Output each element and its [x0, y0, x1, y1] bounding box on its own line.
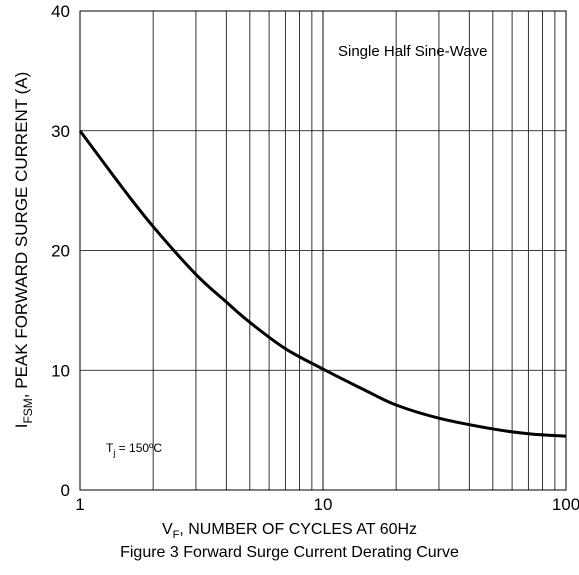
tj-sub: j: [112, 448, 115, 458]
y-tick-label: 40: [51, 2, 70, 21]
derating-curve: [78, 129, 567, 438]
y-tick-label: 0: [61, 481, 70, 500]
y-tick-label: 10: [51, 361, 70, 380]
waveform-annotation: Single Half Sine-Wave: [338, 43, 488, 60]
y-tick-labels: 0 10 20 30 40: [51, 2, 70, 500]
y-axis-title-rest: , PEAK FORWARD SURGE CURRENT (A): [12, 72, 31, 399]
x-tick-labels: 1 10 100: [75, 495, 579, 514]
curve-layer: [78, 129, 567, 438]
y-axis-title: IFSM, PEAK FORWARD SURGE CURRENT (A): [12, 72, 35, 429]
x-axis-title-sub: F: [172, 529, 180, 542]
x-axis-title-rest: , NUMBER OF CYCLES AT 60Hz: [179, 521, 418, 538]
grid: [80, 11, 566, 490]
x-tick-label: 100: [552, 495, 579, 514]
y-axis-title-prefix: I: [12, 424, 31, 429]
x-axis-title-prefix: V: [161, 521, 173, 538]
y-tick-label: 30: [51, 122, 70, 141]
x-tick-label: 1: [75, 495, 84, 514]
figure-caption: Figure 3 Forward Surge Current Derating …: [120, 544, 459, 561]
plot-frame: [79, 10, 567, 491]
x-axis-title: VF, NUMBER OF CYCLES AT 60Hz: [0, 521, 579, 541]
tj-rest: = 150ºC: [115, 441, 162, 455]
x-tick-label: 10: [314, 495, 333, 514]
tj-annotation: Tj = 150ºC: [106, 441, 162, 458]
tj-prefix: T: [106, 441, 114, 455]
y-axis-title-sub: FSM: [21, 398, 35, 423]
y-tick-label: 20: [51, 242, 70, 261]
